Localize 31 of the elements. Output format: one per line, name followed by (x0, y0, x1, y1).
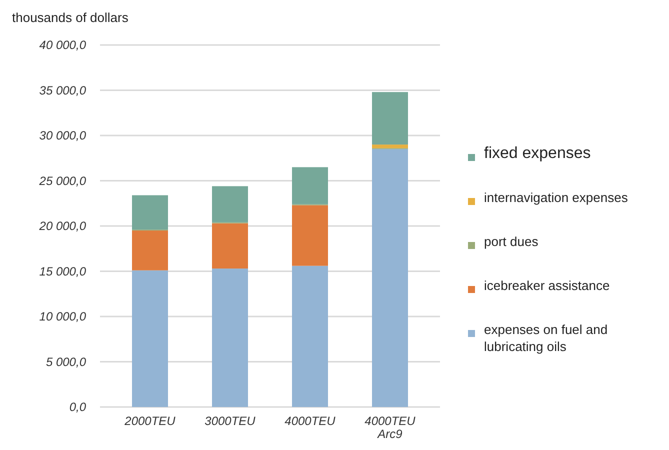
bar (372, 149, 408, 407)
y-tick-label: 35 000,0 (39, 83, 86, 98)
bar (132, 230, 168, 270)
x-tick-label: 2000TEU (124, 414, 176, 428)
bar (212, 186, 248, 222)
y-tick-label: 15 000,0 (39, 264, 86, 278)
y-tick-label: 20 000,0 (38, 219, 86, 234)
bar (292, 205, 328, 266)
y-tick-label: 25 000,0 (38, 174, 86, 188)
legend-label: internavigation expenses (484, 190, 628, 205)
y-tick-label: 5 000,0 (46, 354, 86, 369)
bar (372, 144, 408, 148)
bar (132, 195, 168, 230)
legend-label: port dues (484, 234, 539, 249)
bar (292, 167, 328, 204)
y-tick-label: 0,0 (69, 400, 86, 414)
bar (212, 223, 248, 269)
bar (292, 266, 328, 407)
bar (372, 92, 408, 145)
y-tick-label: 40 000,0 (39, 38, 86, 52)
bar (132, 270, 168, 407)
y-axis-title: thousands of dollars (12, 10, 129, 25)
x-tick-label: 3000TEU (204, 414, 256, 428)
x-tick-label: 4000TEU (284, 414, 336, 428)
legend-label: icebreaker assistance (484, 278, 610, 293)
legend-label: expenses on fuel and lubricating oils (484, 322, 608, 354)
legend-label: fixed expenses (484, 145, 591, 162)
x-tick-label: 4000TEU Arc9 (364, 414, 416, 441)
y-tick-label: 10 000,0 (39, 310, 86, 324)
y-tick-label: 30 000,0 (39, 128, 86, 143)
bar (212, 268, 248, 407)
